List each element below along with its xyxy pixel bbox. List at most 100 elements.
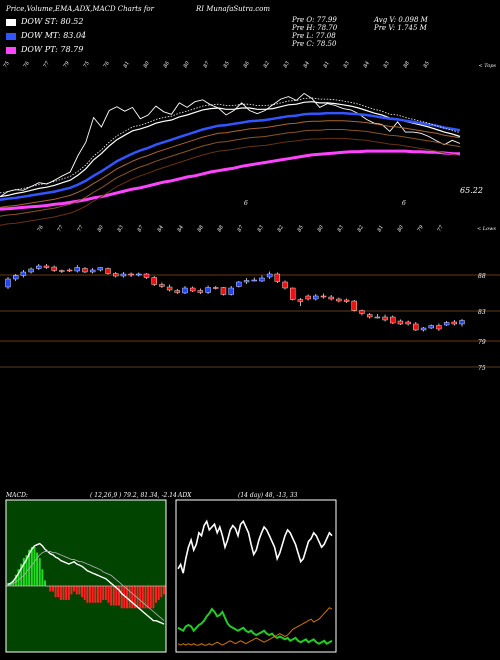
low-label: 88 — [217, 224, 225, 233]
stat-avg-volume: Avg V: 0.098 M — [374, 16, 428, 24]
candle-body — [359, 310, 365, 314]
candle-body — [205, 287, 211, 293]
candle-body — [151, 277, 157, 285]
adx-frame — [175, 499, 337, 653]
top-label: 81 — [323, 60, 331, 69]
price-level-label: 88 — [478, 273, 486, 280]
macd-params: ( 12,26,9 ) 79.2, 81.34, -2.14 — [90, 492, 177, 499]
macd-histogram-bar — [155, 586, 158, 603]
macd-histogram-bar — [7, 583, 9, 586]
macd-histogram-bar — [104, 586, 107, 600]
ema-aux-line — [0, 129, 461, 217]
macd-histogram-bar — [139, 586, 142, 609]
chart-title: Price,Volume,EMA,ADX,MACD Charts for — [6, 5, 154, 13]
macd-histogram-bar — [160, 586, 163, 598]
macd-series-line — [7, 551, 165, 622]
candle-body — [182, 287, 188, 294]
adx-panel — [175, 499, 337, 653]
ema-aux-line — [0, 137, 461, 226]
macd-histogram-bar — [133, 586, 136, 609]
macd-histogram-bar — [65, 586, 68, 600]
low-label: 82 — [357, 224, 365, 233]
candle-body — [236, 281, 242, 287]
top-label: 85 — [423, 60, 431, 69]
candle-body — [405, 321, 411, 325]
macd-histogram-bar — [67, 586, 70, 600]
candle-body — [128, 273, 134, 276]
ema-last-value: 65.22 — [460, 186, 483, 195]
top-label: 80 — [183, 60, 192, 69]
legend-dow-st: DOW ST: 80.52 — [6, 17, 83, 28]
top-label: 76 — [23, 60, 32, 69]
macd-histogram-bar — [115, 586, 118, 606]
adx-params: (14 day) 48, -13, 33 — [238, 492, 298, 499]
top-label: 75 — [3, 60, 11, 69]
stat-pre-open: Pre O: 77.99 — [292, 16, 337, 24]
top-label: 79 — [63, 60, 72, 69]
macd-histogram-bar — [91, 586, 94, 603]
adx-series-line — [177, 607, 333, 645]
candle-body — [428, 325, 434, 329]
macd-histogram-bar — [157, 586, 160, 600]
candle-body — [259, 277, 265, 282]
macd-histogram-bar — [33, 546, 36, 586]
candle-body — [36, 265, 42, 269]
candle-body — [366, 314, 373, 318]
legend-label: DOW MT: 83.04 — [21, 31, 87, 40]
candle-body — [220, 287, 227, 295]
macd-histogram-bar — [38, 558, 41, 586]
candle-body — [328, 296, 334, 300]
stat-pre-high: Pre H: 78.70 — [292, 24, 338, 32]
macd-histogram-bar — [147, 586, 150, 609]
candle-body — [74, 267, 80, 272]
low-label: 84 — [157, 224, 165, 233]
stat-pre-close: Pre C: 78.50 — [292, 40, 337, 48]
candle-body — [143, 273, 150, 278]
top-label: 83 — [283, 60, 291, 69]
low-label: 88 — [197, 224, 205, 233]
candle-body — [113, 273, 119, 277]
low-label: 80 — [317, 224, 326, 233]
ema-aux-line — [0, 120, 461, 208]
top-label: 86 — [163, 60, 172, 69]
candle-body — [297, 299, 304, 302]
price-level-label: 75 — [478, 365, 486, 372]
candle-body — [313, 295, 319, 300]
macd-histogram-bar — [83, 586, 86, 600]
candle-body — [28, 268, 34, 273]
low-label: 76 — [37, 224, 46, 233]
macd-histogram-bar — [59, 586, 62, 600]
top-label: 75 — [83, 60, 91, 69]
candle-body — [443, 322, 450, 326]
top-label: 84 — [303, 60, 311, 69]
top-label: 87 — [203, 60, 212, 69]
macd-histogram-bar — [149, 586, 152, 609]
candle-body — [43, 265, 50, 268]
adx-series-line — [177, 607, 333, 646]
macd-histogram-bar — [78, 586, 81, 595]
candle-body — [66, 269, 73, 272]
stat-pre-low: Pre L: 77.08 — [292, 32, 336, 40]
candle-body — [413, 323, 419, 331]
candle-body — [351, 300, 357, 311]
low-label: 83 — [257, 224, 265, 233]
macd-histogram-bar — [22, 558, 25, 586]
macd-panel — [5, 499, 167, 653]
candle-body — [320, 295, 327, 298]
macd-histogram-bar — [70, 586, 73, 595]
low-label: 83 — [117, 224, 125, 233]
macd-histogram-bar — [86, 586, 89, 603]
symbol-link[interactable]: RI MunafaSutra.com — [196, 5, 271, 13]
candle-body — [305, 295, 311, 300]
macd-histogram-bar — [112, 586, 115, 606]
candle-body — [228, 287, 234, 295]
adx-series-line — [177, 519, 333, 574]
legend-dow-mt: DOW MT: 83.04 — [6, 31, 86, 42]
macd-title: MACD: — [6, 492, 28, 499]
low-label: 82 — [277, 224, 285, 233]
candle-body — [266, 273, 273, 278]
legend-swatch — [6, 47, 16, 54]
candle-corner-label: < Lows — [477, 226, 496, 232]
candle-body — [213, 287, 219, 289]
legend-swatch — [6, 33, 16, 40]
